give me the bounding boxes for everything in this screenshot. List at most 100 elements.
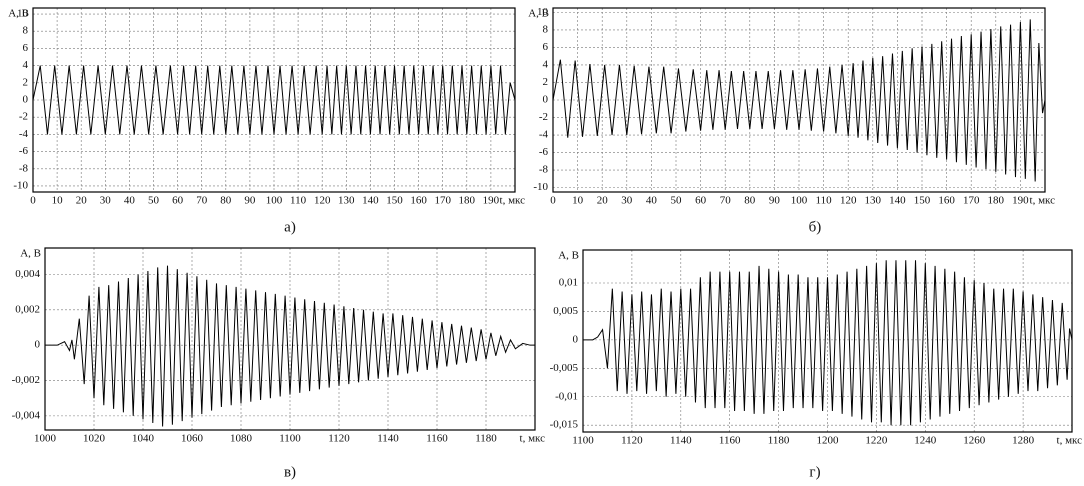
y-axis-label: А, В [20,248,41,260]
y-tick-label: 10 [17,8,29,20]
caption: б) [809,219,822,235]
caption: г) [809,464,820,480]
y-tick-label: 2 [23,76,29,88]
x-tick-label: 100 [791,195,808,207]
x-tick-label: 1260 [963,435,986,447]
x-tick-label: 140 [362,195,379,207]
plot-frame [582,249,1073,433]
x-tick-label: 30 [621,195,633,207]
y-tick-label: 10 [537,6,549,18]
y-tick-label: 8 [543,23,549,35]
x-tick-label: 70 [720,195,732,207]
x-tick-label: 0 [550,195,556,207]
x-tick-label: 1120 [621,435,643,447]
x-tick-label: 1160 [719,435,741,447]
y-axis-label: А, В [528,8,549,20]
x-tick-label: 10 [52,195,64,207]
x-tick-label: 20 [597,195,609,207]
x-tick-label: 90 [769,195,781,207]
y-tick-label: -0,015 [550,419,579,431]
x-tick-label: 50 [148,195,160,207]
y-tick-label: 0 [573,333,579,345]
y-tick-label: 4 [543,58,549,70]
y-tick-label: -6 [539,146,549,158]
x-tick-label: 1060 [181,433,204,445]
plot-frame [44,247,536,431]
waveform [45,265,535,427]
y-tick-label: -10 [13,180,28,192]
x-axis-label: t, мкс [520,433,546,445]
caption: в) [284,464,296,480]
x-tick-label: 1040 [132,433,155,445]
x-tick-label: 1020 [83,433,106,445]
y-tick-label: -4 [539,129,549,141]
x-tick-label: 1180 [768,435,790,447]
y-tick-label: -0,01 [555,390,578,402]
x-axis-label: t, мкс [500,195,526,207]
x-axis-label: t, мкс [1030,195,1056,207]
y-tick-label: 0,004 [15,268,40,280]
x-tick-label: 110 [816,195,833,207]
x-tick-label: 120 [840,195,857,207]
x-tick-label: 1200 [817,435,840,447]
x-tick-label: 50 [671,195,683,207]
y-tick-label: 0,01 [559,277,578,289]
x-tick-label: 60 [172,195,184,207]
x-tick-label: 20 [76,195,88,207]
y-tick-label: -2 [19,111,28,123]
x-tick-label: 1160 [426,433,448,445]
caption: а) [284,219,296,235]
x-tick-label: 1240 [914,435,937,447]
y-tick-label: 0 [543,94,549,106]
x-tick-label: 1000 [34,433,57,445]
x-tick-label: 140 [889,195,906,207]
x-tick-label: 1120 [328,433,350,445]
x-tick-label: 1100 [279,433,301,445]
y-tick-label: 0 [23,94,29,106]
x-tick-label: 1280 [1012,435,1035,447]
x-tick-label: 170 [434,195,451,207]
x-tick-label: 1080 [230,433,253,445]
x-tick-label: 190 [483,195,500,207]
x-tick-label: 100 [266,195,283,207]
waveform [583,260,1072,426]
waveform [33,65,515,135]
y-tick-label: -10 [533,181,548,193]
y-tick-label: -6 [19,145,29,157]
y-tick-label: -0,005 [550,362,579,374]
x-tick-label: 80 [220,195,232,207]
y-tick-label: -8 [19,162,29,174]
x-tick-label: 180 [459,195,476,207]
x-tick-label: 110 [290,195,307,207]
x-tick-label: 1220 [865,435,888,447]
x-tick-label: 120 [314,195,331,207]
x-tick-label: 130 [338,195,355,207]
x-tick-label: 130 [865,195,882,207]
x-tick-label: 70 [196,195,208,207]
x-tick-label: 30 [100,195,112,207]
x-tick-label: 10 [572,195,584,207]
y-tick-label: -0,002 [12,374,40,386]
x-tick-label: 1180 [475,433,497,445]
y-tick-label: 0 [35,339,41,351]
y-tick-label: -8 [539,164,549,176]
x-tick-label: 190 [1012,195,1029,207]
y-tick-label: 0,005 [553,305,578,317]
y-tick-label: -2 [539,111,548,123]
y-tick-label: -0,004 [12,409,41,421]
waveform [553,19,1045,182]
y-tick-label: 4 [23,59,29,71]
x-tick-label: 1140 [670,435,692,447]
y-tick-label: 6 [543,41,549,53]
x-tick-label: 60 [695,195,707,207]
x-tick-label: 1100 [572,435,594,447]
y-tick-label: 0,002 [15,303,40,315]
x-tick-label: 90 [244,195,256,207]
x-tick-label: 170 [963,195,980,207]
x-tick-label: 0 [30,195,36,207]
x-tick-label: 40 [646,195,658,207]
y-tick-label: 2 [543,76,549,88]
y-axis-label: А, В [558,250,579,262]
x-tick-label: 40 [124,195,136,207]
